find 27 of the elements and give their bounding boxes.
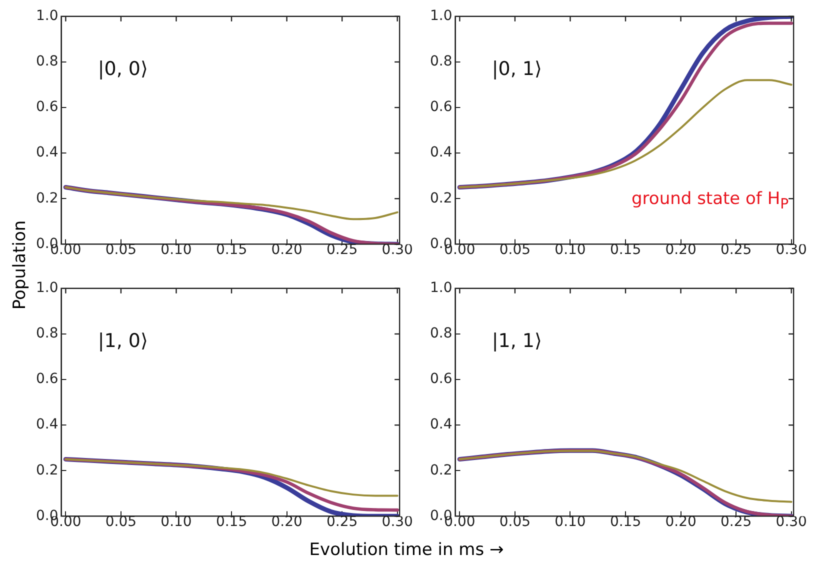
y-tick-label: 1.0 xyxy=(430,280,452,296)
annotation: |1, 1⟩ xyxy=(492,330,542,352)
y-tick-label: 0.2 xyxy=(36,462,58,478)
y-tick-label: 0.8 xyxy=(430,326,452,342)
x-axis-title: Evolution time in ms → xyxy=(308,540,505,560)
y-tick-label: 0.2 xyxy=(430,462,452,478)
y-tick-label: 0.4 xyxy=(36,416,58,433)
y-tick-label: 0.6 xyxy=(36,99,58,116)
annotation: ground state of H$_{P}$ xyxy=(632,188,789,212)
annotation: |1, 0⟩ xyxy=(98,330,148,352)
y-tick-label: 0.6 xyxy=(36,371,58,388)
y-tick-label: 0.4 xyxy=(430,144,452,161)
annotation: |0, 0⟩ xyxy=(98,58,148,80)
y-tick-label: 0.4 xyxy=(36,144,58,161)
y-tick-label: 0.8 xyxy=(430,54,452,70)
y-tick-label: 0.2 xyxy=(430,190,452,206)
y-tick-label: 0.8 xyxy=(36,326,58,342)
annotation: |0, 1⟩ xyxy=(492,58,542,80)
y-tick-label: 0.4 xyxy=(430,416,452,433)
y-tick-label: 0.6 xyxy=(430,371,452,388)
y-tick-label: 0.2 xyxy=(36,190,58,206)
y-tick-label: 1.0 xyxy=(36,280,58,296)
y-tick-label: 0.8 xyxy=(36,54,58,70)
y-tick-label: 1.0 xyxy=(430,8,452,24)
y-axis-title: Population xyxy=(10,219,30,312)
y-tick-label: 1.0 xyxy=(36,8,58,24)
y-tick-label: 0.6 xyxy=(430,99,452,116)
